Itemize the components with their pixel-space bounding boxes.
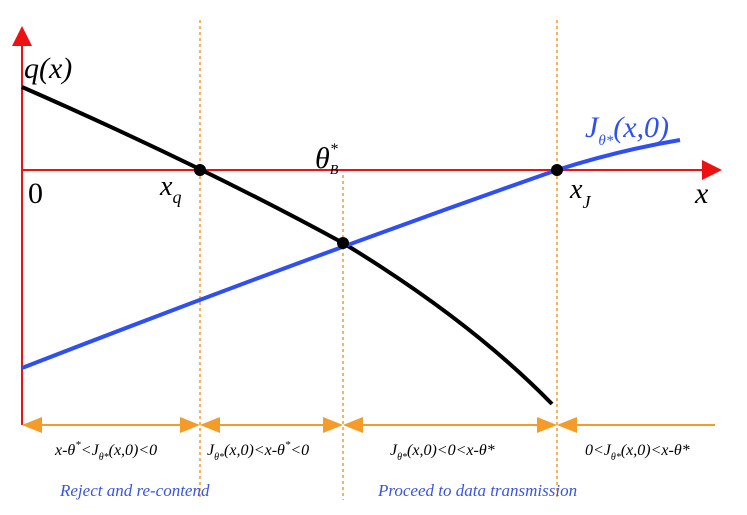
label-part: J [207,442,215,459]
x-axis-label: x [694,177,709,210]
label-part: 0<J [585,442,612,459]
curve-label: q(x) [24,52,72,85]
origin-label: 0 [28,177,43,210]
point [337,237,349,249]
label-part: θ [315,142,330,175]
region-condition: Jθ*(x,0)<0<x-θ* [390,442,495,463]
label-part: <0 [290,442,309,459]
label-part: θ* [611,452,621,463]
label-part: J [582,192,591,212]
action-label: Reject and re-contend [59,481,210,500]
label-part: (x,0)<0<x-θ* [407,442,495,459]
q-curve [21,85,554,406]
label-part: x-θ [54,442,75,459]
label-part: * [75,439,81,451]
region-condition: Jθ*(x,0)<x-θ*<0 [207,439,309,463]
label-part: x [569,174,583,205]
j-curve [21,138,681,370]
label-part: θ* [397,452,407,463]
label-part: x [159,171,173,202]
curve-label: Jθ*(x,0) [585,111,669,149]
label-part: (x,0) [613,111,669,144]
label-part: * [285,439,291,451]
region-condition: 0<Jθ*(x,0)<x-θ* [585,442,690,463]
label-part: θ* [598,133,613,149]
label-part: B [330,163,339,178]
label-part: J [390,442,398,459]
action-label: Proceed to data transmission [377,481,577,500]
label-part: q [172,187,181,207]
point-label: xJ [569,174,591,212]
point [194,164,206,176]
label-part: <J [81,442,100,459]
point-label: xq [159,171,181,207]
label-part: J [585,111,600,144]
label-part: (x,0)<0 [109,442,158,459]
label-part: * [330,141,338,158]
label-part: (x,0)<x-θ* [621,442,690,459]
point [551,164,563,176]
label-part: (x,0)<x-θ [224,442,285,459]
point-label: θ* B [315,141,339,178]
label-part: θ* [214,452,224,463]
region-condition: x-θ*<Jθ*(x,0)<0 [54,439,157,463]
label-part: θ* [99,452,109,463]
